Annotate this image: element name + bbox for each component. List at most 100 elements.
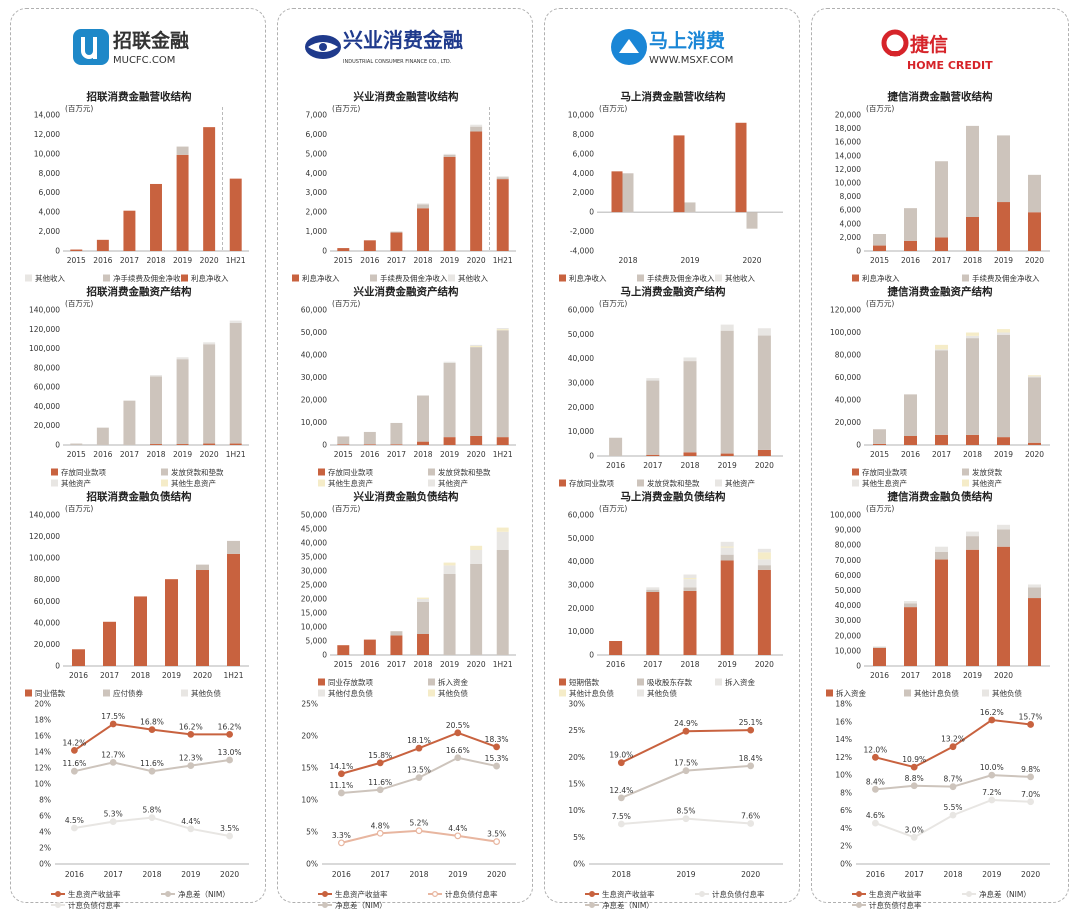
bar [1028,376,1041,378]
legend-item: 净息差（NIM） [161,889,230,899]
bar [757,569,771,655]
bar [757,565,771,570]
y-tick-label: 80,000 [835,351,861,360]
bar [966,332,979,336]
bar-chart: 0 10,000 20,000 30,000 40,000 50,000 60,000 201… [559,511,783,698]
svg-text:发放贷款: 发放贷款 [972,467,1002,477]
legend-item: 其他资产 [715,478,755,488]
bar [150,183,162,251]
bar [176,444,189,445]
y-tick-label: 0 [322,247,327,256]
legend-item: 生息资产收益率 [318,889,388,899]
chart-title: 兴业消费金融资产结构 [353,286,459,298]
company-panel: 马上消费 WWW.MSXF.COM 马上消费金融营收结构 (百万元) -4,000 -2,… [544,8,801,910]
x-tick-label: 2019 [680,256,699,265]
bar [150,376,162,445]
logo-name: 兴业消费金融 [343,28,463,52]
bar [390,422,403,445]
legend-item: 其他付息负债 [318,688,373,698]
x-tick-label: 2019 [448,870,467,879]
y-tick-label: 20,000 [835,631,861,640]
bar [150,375,162,377]
data-label: 8.7% [943,775,962,784]
y-tick-label: 40,000 [568,354,594,363]
data-point [109,818,117,825]
x-tick-label: 2017 [120,256,139,265]
bar [203,342,216,345]
y-tick-label: 40,000 [301,539,327,548]
y-tick-label: 25% [301,700,318,709]
bar [935,546,948,552]
x-tick-label: 2019 [718,461,737,470]
data-point [682,815,690,823]
data-label: 5.2% [409,819,428,828]
bar [1028,174,1041,213]
y-tick-label: 30,000 [568,581,594,590]
y-tick-label: 2% [39,844,51,853]
svg-text:拆入资金: 拆入资金 [836,688,866,698]
bar [997,202,1010,251]
bar [873,234,886,246]
data-label: 11.6% [62,759,86,768]
line-chart: 0% 2% 4% 6% 8% 10% 12% 14% 16% 18% 20% 2016 2017 2018… [34,700,249,910]
y-tick-label: 40,000 [835,396,861,405]
data-point [1027,773,1035,781]
legend-item: 净息差（NIM） [585,900,654,910]
y-tick-label: 4,000 [306,169,328,178]
y-tick-label: 10,000 [568,627,594,636]
legend-item: 其他收入 [448,273,488,283]
x-tick-label: 2016 [901,450,920,459]
x-tick-label: 2018 [146,450,165,459]
bar [443,562,456,566]
series-line: 4.6% 3.0% 5.5% 7.2% 7.0% [866,788,1040,841]
svg-text:存放同业款项: 存放同业款项 [862,467,907,477]
bar [646,589,660,592]
svg-text:拆入资金: 拆入资金 [438,677,468,687]
bar [496,177,509,180]
x-tick-label: 2017 [104,870,123,879]
svg-text:利息净收入: 利息净收入 [191,273,229,283]
legend-item: 其他计息负债 [559,688,614,698]
structure-chart: 捷信消费金融营收结构 (百万元) 0 2,000 4,000 6,000 8,000 10,0… [812,89,1068,283]
bar [622,173,634,213]
y-tick-label: 10,000 [568,427,594,436]
x-tick-label: 2020 [1021,870,1040,879]
x-tick-label: 2018 [618,256,637,265]
bar [337,645,350,655]
bar [873,647,886,648]
svg-text:计息负债付息率: 计息负债付息率 [712,889,765,899]
bar [470,124,483,127]
y-tick-label: 10,000 [301,418,327,427]
data-label: 15.7% [1019,712,1043,721]
bar [720,546,734,548]
axis-unit: (百万元) [866,104,895,113]
x-tick-label: 2020 [200,450,219,459]
bar [757,335,771,450]
x-tick-label: 2019 [181,870,200,879]
x-tick-label: 2019 [440,660,459,669]
svg-text:净手续费及佣金净收入: 净手续费及佣金净收入 [113,273,188,283]
x-tick-label: 2016 [870,671,889,680]
structure-chart: 马上消费金融负债结构 (百万元) 0 10,000 20,000 30,000 40,000… [545,489,801,698]
x-tick-label: 2018 [612,870,631,879]
bar [683,578,697,580]
y-tick-label: 0 [589,208,594,217]
y-tick-label: 80,000 [34,575,60,584]
y-tick-label: 14% [34,748,51,757]
bar [609,437,623,456]
svg-text:其他收入: 其他收入 [725,273,755,283]
series-line: 12.4% 17.5% 18.4% [609,754,763,802]
bar [417,203,429,205]
legend-item: 其他生息资产 [318,478,373,488]
y-tick-label: 5% [306,828,318,837]
y-tick-label: 3,000 [306,188,328,197]
x-tick-label: 2020 [1025,256,1044,265]
data-point [109,720,117,728]
legend-item: 净息差（NIM） [962,889,1031,899]
y-tick-label: 8% [840,788,852,797]
data-label: 16.6% [446,746,470,755]
legend-item: 存放同业款项 [51,467,106,477]
bar [646,454,660,456]
x-tick-label: 2016 [606,660,625,669]
bar [390,635,403,655]
